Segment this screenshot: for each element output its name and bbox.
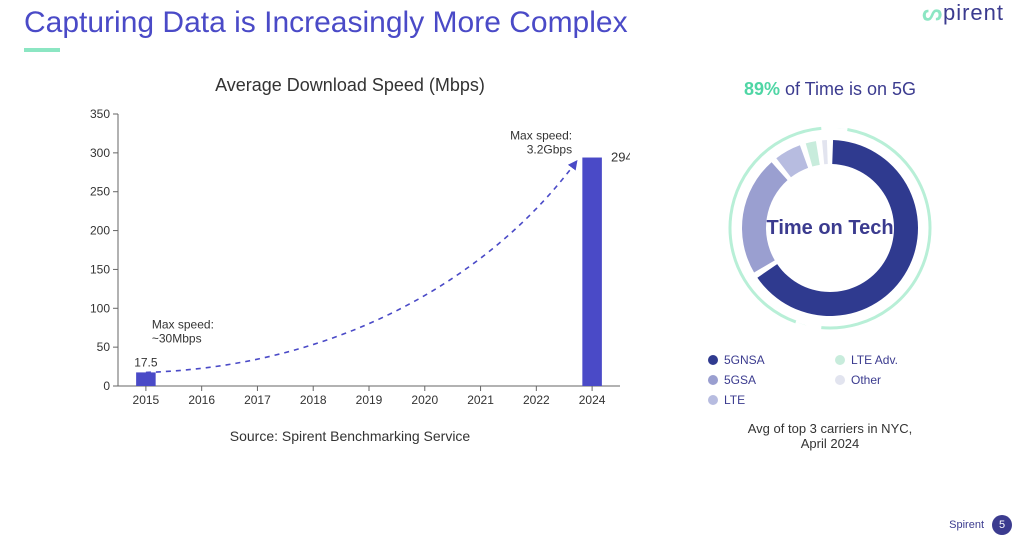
legend-swatch bbox=[835, 355, 845, 365]
page-number-badge: 5 bbox=[992, 515, 1012, 535]
legend-label: LTE bbox=[724, 393, 745, 407]
svg-text:2015: 2015 bbox=[133, 393, 160, 407]
donut-center-label: Time on Tech bbox=[660, 217, 1000, 240]
legend-item: 5GSA bbox=[708, 373, 825, 387]
svg-text:294: 294 bbox=[611, 150, 630, 165]
svg-text:2022: 2022 bbox=[523, 393, 550, 407]
donut-chart: 89% of Time is on 5G Time on Tech 5GNSA L… bbox=[660, 75, 1000, 475]
bar-chart-svg: 0 50 100 150 200 250 300 350 2015 2016 2017 2018 201… bbox=[70, 104, 630, 414]
svg-text:150: 150 bbox=[90, 262, 110, 276]
legend-label: LTE Adv. bbox=[851, 353, 898, 367]
bar-chart-title: Average Download Speed (Mbps) bbox=[70, 75, 630, 96]
svg-text:2018: 2018 bbox=[300, 393, 327, 407]
svg-text:2019: 2019 bbox=[356, 393, 383, 407]
legend-item: Other bbox=[835, 373, 952, 387]
svg-text:100: 100 bbox=[90, 301, 110, 315]
donut-legend: 5GNSA LTE Adv. 5GSA Other LTE bbox=[660, 353, 1000, 407]
title-underline bbox=[24, 48, 60, 52]
legend-label: 5GSA bbox=[724, 373, 756, 387]
svg-text:350: 350 bbox=[90, 107, 110, 121]
svg-text:2021: 2021 bbox=[467, 393, 494, 407]
footer-brand: Spirent bbox=[949, 519, 984, 531]
donut-sub-line1: Avg of top 3 carriers in NYC, bbox=[660, 421, 1000, 436]
donut-title: 89% of Time is on 5G bbox=[660, 79, 1000, 100]
svg-text:300: 300 bbox=[90, 146, 110, 160]
svg-text:~30Mbps: ~30Mbps bbox=[152, 331, 202, 345]
svg-text:2017: 2017 bbox=[244, 393, 271, 407]
legend-swatch bbox=[708, 375, 718, 385]
svg-text:17.5: 17.5 bbox=[134, 355, 158, 369]
brand-text: pirent bbox=[943, 0, 1004, 25]
svg-text:Max speed:: Max speed: bbox=[510, 129, 572, 143]
svg-text:250: 250 bbox=[90, 185, 110, 199]
bar-chart-source: Source: Spirent Benchmarking Service bbox=[70, 428, 630, 444]
svg-text:2016: 2016 bbox=[188, 393, 215, 407]
svg-text:3.2Gbps: 3.2Gbps bbox=[527, 143, 572, 157]
donut-title-rest: of Time is on 5G bbox=[780, 79, 916, 99]
svg-text:2024: 2024 bbox=[579, 393, 606, 407]
brand-swirl-icon: ᔕ bbox=[922, 0, 943, 25]
legend-item: LTE bbox=[708, 393, 825, 407]
svg-text:0: 0 bbox=[103, 379, 110, 393]
legend-swatch bbox=[708, 395, 718, 405]
slide-title: Capturing Data is Increasingly More Comp… bbox=[24, 6, 628, 40]
legend-item: LTE Adv. bbox=[835, 353, 952, 367]
legend-swatch bbox=[708, 355, 718, 365]
legend-label: Other bbox=[851, 373, 881, 387]
svg-text:50: 50 bbox=[97, 340, 111, 354]
donut-pct: 89% bbox=[744, 79, 780, 99]
legend-item: 5GNSA bbox=[708, 353, 825, 367]
legend-swatch bbox=[835, 375, 845, 385]
svg-text:Max speed:: Max speed: bbox=[152, 317, 214, 331]
svg-text:2020: 2020 bbox=[411, 393, 438, 407]
legend-label: 5GNSA bbox=[724, 353, 765, 367]
donut-subtitle: Avg of top 3 carriers in NYC, April 2024 bbox=[660, 421, 1000, 451]
brand-logo: ᔕpirent bbox=[922, 0, 1004, 26]
svg-text:200: 200 bbox=[90, 224, 110, 238]
bar-chart: Average Download Speed (Mbps) 0 50 100 150 2… bbox=[70, 75, 630, 465]
donut-sub-line2: April 2024 bbox=[660, 436, 1000, 451]
